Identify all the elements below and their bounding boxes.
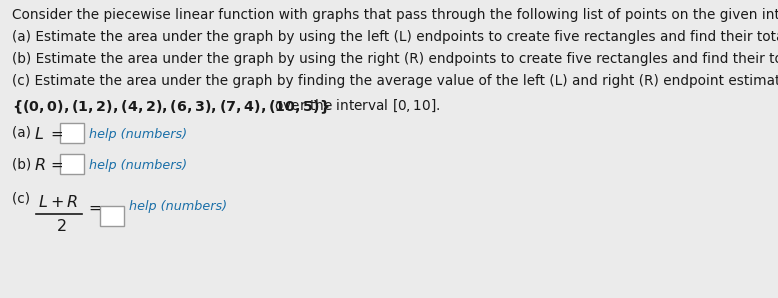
Text: (c) Estimate the area under the graph by finding the average value of the left (: (c) Estimate the area under the graph by… — [12, 74, 778, 88]
Text: Consider the piecewise linear function with graphs that pass through the followi: Consider the piecewise linear function w… — [12, 8, 778, 22]
Text: (b): (b) — [12, 157, 36, 171]
Text: $\mathbf{\{(0,0),(1,2),(4,2),(6,3),(7,4),(10,5)\}}$: $\mathbf{\{(0,0),(1,2),(4,2),(6,3),(7,4)… — [12, 98, 330, 116]
Text: (b) Estimate the area under the graph by using the right (R) endpoints to create: (b) Estimate the area under the graph by… — [12, 52, 778, 66]
FancyBboxPatch shape — [60, 154, 84, 174]
FancyBboxPatch shape — [60, 123, 84, 143]
Text: help (numbers): help (numbers) — [89, 128, 187, 141]
Text: $=$: $=$ — [48, 126, 64, 141]
Text: $=$: $=$ — [48, 157, 64, 172]
Text: help (numbers): help (numbers) — [89, 159, 187, 172]
Text: $=$: $=$ — [86, 200, 102, 215]
Text: over the interval $[0,10]$.: over the interval $[0,10]$. — [270, 98, 440, 114]
Text: $L+R$: $L+R$ — [38, 194, 78, 210]
Text: $2$: $2$ — [56, 218, 66, 234]
Text: help (numbers): help (numbers) — [129, 200, 227, 213]
Text: (c): (c) — [12, 192, 34, 206]
Text: (a): (a) — [12, 126, 35, 140]
Text: $R$: $R$ — [34, 157, 46, 173]
Text: $L$: $L$ — [34, 126, 44, 142]
FancyBboxPatch shape — [100, 206, 124, 226]
Text: (a) Estimate the area under the graph by using the left (L) endpoints to create : (a) Estimate the area under the graph by… — [12, 30, 778, 44]
